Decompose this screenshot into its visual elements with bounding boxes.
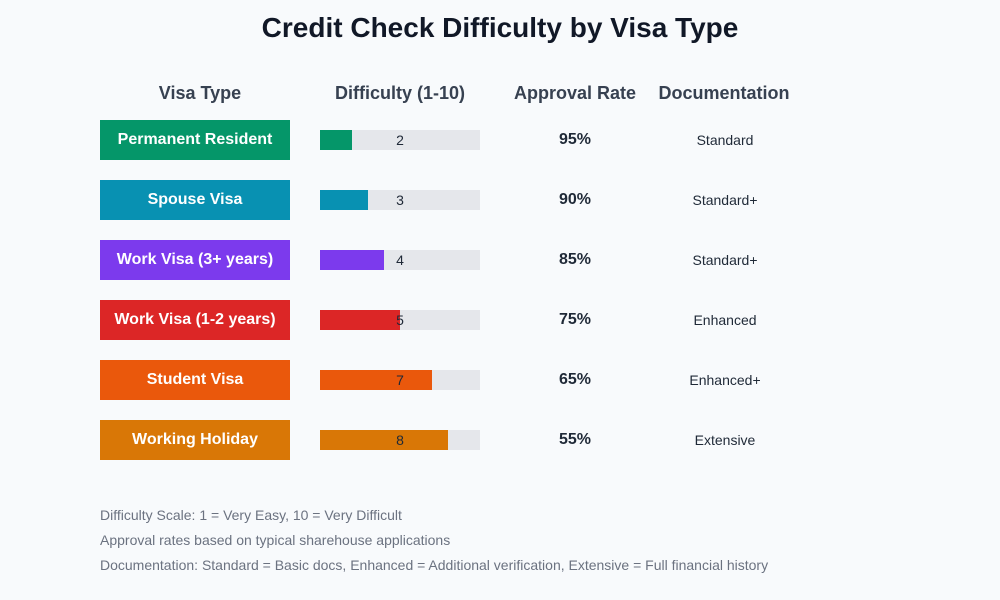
note-approval-rates: Approval rates based on typical sharehou… [100,532,451,548]
difficulty-value: 2 [396,132,404,148]
difficulty-value: 8 [396,432,404,448]
approval-rate: 95% [558,131,592,148]
approval-rate: 55% [558,431,592,448]
documentation-level: Standard+ [692,192,758,208]
difficulty-bar: 4 [320,250,480,270]
header-visa-type: Visa Type [158,83,242,103]
chart-title: Credit Check Difficulty by Visa Type [261,12,739,43]
documentation-level: Enhanced [693,312,757,328]
difficulty-value: 3 [396,192,404,208]
documentation-level: Standard [696,132,754,148]
difficulty-bar: 3 [320,190,480,210]
difficulty-bar-fill [320,250,384,270]
difficulty-bar-fill [320,310,400,330]
documentation-level: Extensive [694,432,756,448]
approval-rate: 75% [558,311,592,328]
difficulty-bar: 8 [320,430,480,450]
difficulty-bar-fill [320,430,448,450]
header-difficulty: Difficulty (1-10) [334,83,466,103]
documentation-level: Standard+ [692,252,758,268]
approval-rate: 85% [558,251,592,268]
table-row: Student Visa 7 65% Enhanced+ [0,360,1000,400]
table-row: Work Visa (1-2 years) 5 75% Enhanced [0,300,1000,340]
difficulty-value: 5 [396,312,404,328]
difficulty-bar: 5 [320,310,480,330]
difficulty-bar-fill [320,130,352,150]
table-row: Permanent Resident 2 95% Standard [0,120,1000,160]
difficulty-bar-fill [320,190,368,210]
note-difficulty-scale: Difficulty Scale: 1 = Very Easy, 10 = Ve… [100,507,402,523]
visa-type-label: Work Visa (1-2 years) [100,300,290,340]
difficulty-bar: 2 [320,130,480,150]
difficulty-bar: 7 [320,370,480,390]
visa-type-label: Student Visa [100,360,290,400]
visa-type-label: Working Holiday [100,420,290,460]
header-documentation: Documentation [658,83,790,103]
approval-rate: 65% [558,371,592,388]
documentation-level: Enhanced+ [689,372,761,388]
visa-type-label: Spouse Visa [100,180,290,220]
visa-type-label: Permanent Resident [100,120,290,160]
table-row: Working Holiday 8 55% Extensive [0,420,1000,460]
table-row: Spouse Visa 3 90% Standard+ [0,180,1000,220]
visa-type-label: Work Visa (3+ years) [100,240,290,280]
header-approval-rate: Approval Rate [513,83,637,103]
approval-rate: 90% [558,191,592,208]
difficulty-value: 4 [396,252,404,268]
note-documentation: Documentation: Standard = Basic docs, En… [100,557,769,573]
table-row: Work Visa (3+ years) 4 85% Standard+ [0,240,1000,280]
difficulty-bar-fill [320,370,432,390]
difficulty-value: 7 [396,372,404,388]
